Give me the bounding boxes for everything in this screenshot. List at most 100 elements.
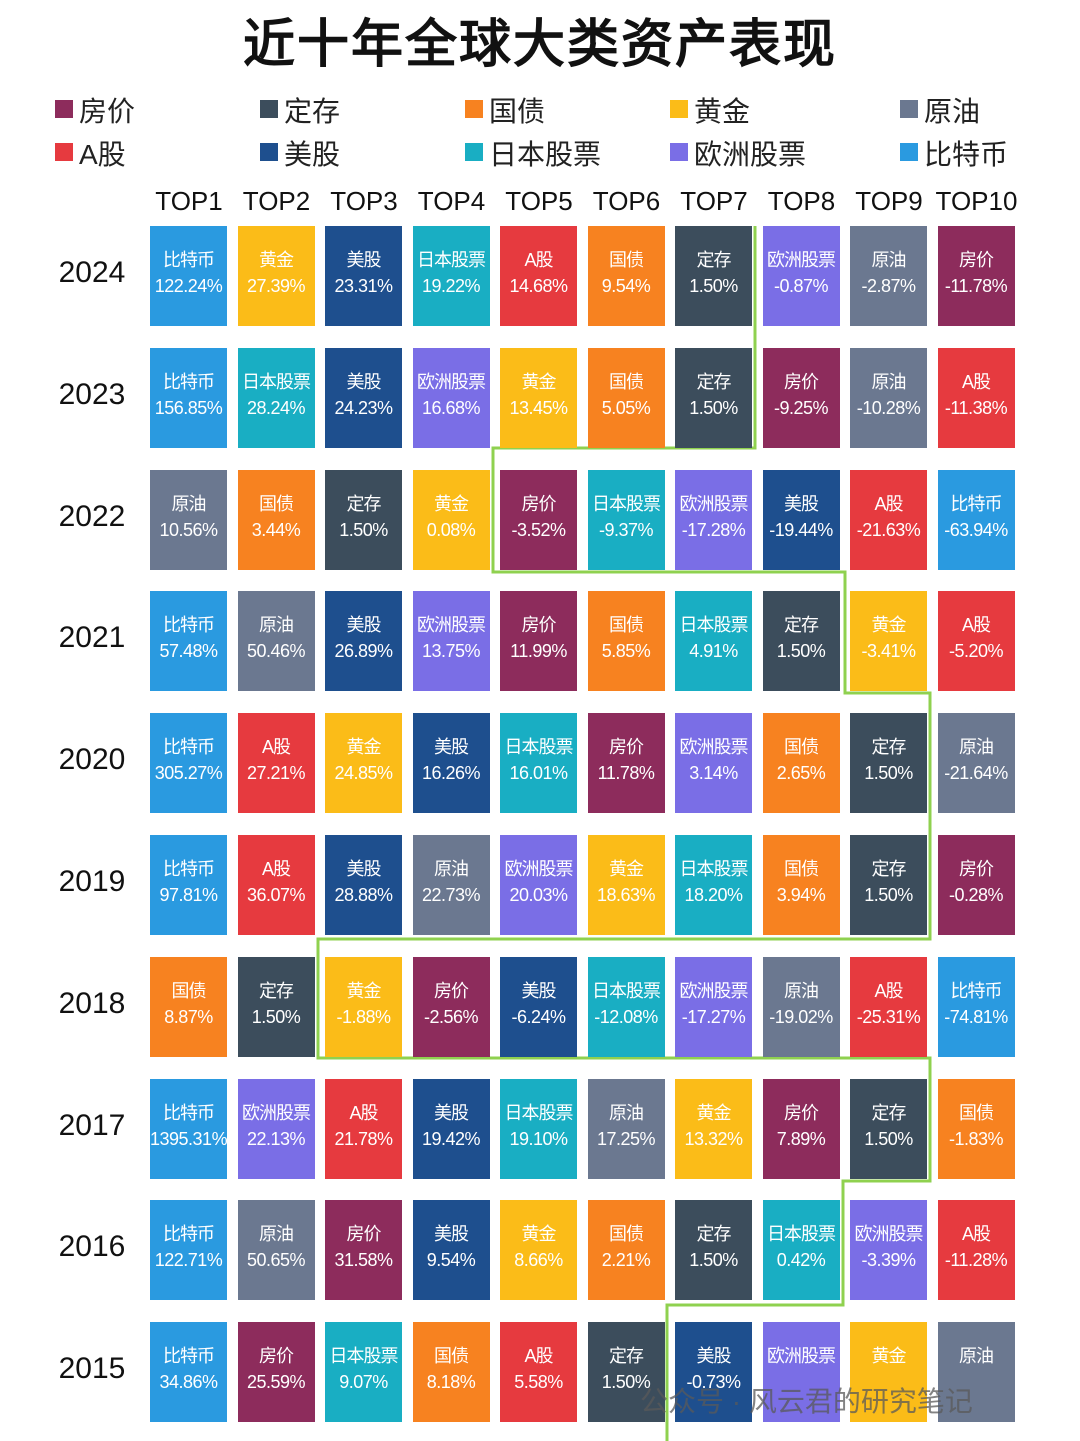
asset-name: 国债 xyxy=(609,615,644,636)
asset-name: 美股 xyxy=(346,371,382,392)
asset-cell: 黄金 18.63% xyxy=(587,835,665,935)
year-label: 2017 xyxy=(58,1108,126,1142)
asset-name: 美股 xyxy=(521,980,557,1001)
asset-return: 20.03% xyxy=(509,885,568,905)
asset-return: 1.50% xyxy=(864,1128,913,1149)
asset-cell: 欧洲股票 -17.27% xyxy=(675,956,752,1057)
column-header: TOP1 xyxy=(155,186,223,216)
asset-return: 16.68% xyxy=(421,397,481,418)
asset-name: 黄金 xyxy=(521,1224,557,1245)
asset-cell: 原油 10.56% xyxy=(150,469,227,570)
asset-name: 黄金 xyxy=(871,615,907,636)
asset-return: 36.07% xyxy=(246,885,306,905)
asset-name: 原油 xyxy=(871,371,907,392)
asset-return: 9.54% xyxy=(601,276,651,296)
asset-cell: 定存 1.50% xyxy=(675,1200,752,1301)
asset-return: 22.73% xyxy=(421,885,481,905)
asset-cell: 定存 1.50% xyxy=(325,469,402,570)
asset-name: 美股 xyxy=(434,737,469,758)
asset-name: 定存 xyxy=(871,859,907,879)
asset-cell: 原油 -2.87% xyxy=(850,226,927,326)
asset-name: 国债 xyxy=(609,1224,644,1245)
asset-name: 日本股票 xyxy=(679,615,749,636)
asset-return: 9.54% xyxy=(426,1250,476,1271)
asset-name: 比特币 xyxy=(163,1102,215,1123)
year-label: 2022 xyxy=(58,499,126,533)
asset-name: 日本股票 xyxy=(592,980,661,1001)
asset-return: -1.88% xyxy=(336,1006,391,1027)
asset-return: -5.20% xyxy=(948,641,1004,662)
asset-return: 9.07% xyxy=(339,1372,388,1393)
asset-cell: 原油 50.46% xyxy=(237,591,315,692)
asset-return: 25.59% xyxy=(246,1372,306,1393)
asset-cell: 比特币 122.71% xyxy=(150,1200,227,1301)
column-header: TOP8 xyxy=(767,186,836,216)
asset-return: 11.99% xyxy=(510,641,567,662)
asset-cell: 欧洲股票 20.03% xyxy=(500,835,577,935)
asset-cell: 日本股票 19.10% xyxy=(500,1078,577,1179)
asset-name: 国债 xyxy=(959,1102,994,1123)
asset-cell: 日本股票 18.20% xyxy=(675,835,752,935)
asset-name: 原油 xyxy=(259,1224,294,1245)
asset-cell: A股 27.21% xyxy=(237,713,315,814)
legend-swatch xyxy=(670,143,688,161)
asset-return: 3.94% xyxy=(776,885,826,905)
asset-cell: 定存 1.50% xyxy=(762,591,840,692)
asset-cell: 比特币 -63.94% xyxy=(937,469,1015,570)
asset-cell: 国债 -1.83% xyxy=(937,1078,1015,1179)
asset-return: -0.73% xyxy=(686,1372,741,1393)
asset-return: 122.24% xyxy=(154,276,223,296)
asset-name: 美股 xyxy=(784,493,819,514)
asset-return: 17.25% xyxy=(596,1128,656,1149)
asset-cell: 黄金 27.39% xyxy=(237,226,315,326)
asset-return: -3.41% xyxy=(861,641,916,662)
asset-name: 原油 xyxy=(259,615,294,636)
asset-return: 1.50% xyxy=(689,397,738,418)
legend-swatch xyxy=(465,100,483,118)
asset-name: 黄金 xyxy=(521,371,557,392)
asset-return: 1.50% xyxy=(251,1006,301,1027)
asset-return: -19.02% xyxy=(769,1006,833,1027)
asset-return: 1.50% xyxy=(689,1250,738,1271)
asset-return: 10.56% xyxy=(159,519,218,540)
asset-name: A股 xyxy=(524,1346,553,1367)
asset-name: 国债 xyxy=(784,737,819,758)
legend-label: 黄金 xyxy=(694,96,751,127)
asset-name: 比特币 xyxy=(163,1346,215,1367)
asset-cell: 原油 50.65% xyxy=(237,1200,315,1301)
asset-name: 比特币 xyxy=(163,859,215,879)
asset-cell: 国债 5.85% xyxy=(587,591,665,692)
asset-cell: 日本股票 19.22% xyxy=(412,226,490,326)
legend-label: 房价 xyxy=(79,96,136,127)
asset-cell: 房价 -11.78% xyxy=(937,226,1015,326)
asset-return: -21.64% xyxy=(944,763,1008,784)
asset-cell: A股 -5.20% xyxy=(937,591,1015,692)
asset-return: 1.50% xyxy=(339,519,388,540)
asset-name: 欧洲股票 xyxy=(767,1346,836,1367)
asset-cell: 国债 5.05% xyxy=(587,347,665,448)
asset-return: -9.25% xyxy=(773,397,829,418)
asset-return: 28.24% xyxy=(246,397,306,418)
asset-return: 13.45% xyxy=(509,397,568,418)
asset-return: -19.44% xyxy=(769,519,833,540)
asset-return: 4.91% xyxy=(689,641,738,662)
asset-return: 13.75% xyxy=(421,641,481,662)
year-label: 2019 xyxy=(58,865,126,898)
asset-cell: A股 36.07% xyxy=(237,835,315,935)
asset-cell: 欧洲股票 16.68% xyxy=(412,347,490,448)
asset-return: -0.87% xyxy=(773,276,829,296)
legend-swatch xyxy=(900,143,918,161)
asset-return: -6.24% xyxy=(511,1006,566,1027)
asset-name: 欧洲股票 xyxy=(854,1224,924,1245)
asset-return: -0.28% xyxy=(948,885,1004,905)
asset-return: -3.52% xyxy=(511,519,566,540)
asset-cell: 定存 1.50% xyxy=(850,1078,927,1179)
asset-cell: A股 -11.38% xyxy=(937,347,1015,448)
asset-return: 24.85% xyxy=(334,763,393,784)
column-header: TOP10 xyxy=(935,186,1018,216)
asset-cell: 日本股票 28.24% xyxy=(237,347,315,448)
asset-return: 11.78% xyxy=(597,763,655,784)
asset-name: 房价 xyxy=(521,615,557,636)
asset-return: 1.50% xyxy=(864,885,913,905)
